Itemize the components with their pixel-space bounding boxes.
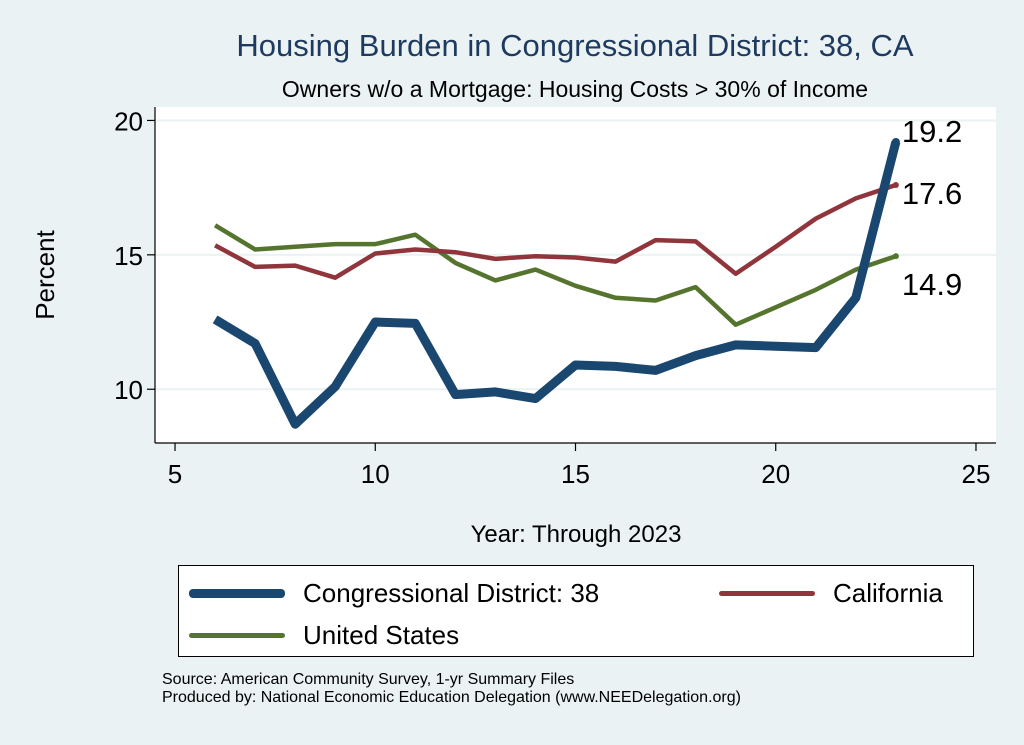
produced-by-note: Produced by: National Economic Education… xyxy=(162,689,741,706)
legend-swatch-national xyxy=(189,633,285,638)
y-tick-label-20: 20 xyxy=(114,106,143,136)
end-label-united-states: 14.9 xyxy=(902,267,962,302)
x-tick-label-25: 25 xyxy=(962,459,991,489)
x-axis-title: Year: Through 2023 xyxy=(471,521,682,548)
plot-area xyxy=(155,107,996,443)
series-end-point-united-states xyxy=(892,253,899,260)
legend-item-district: Congressional District: 38 xyxy=(189,578,599,609)
legend-swatch-state xyxy=(719,591,815,596)
x-tick-label-20: 20 xyxy=(761,459,790,489)
source-note: Source: American Community Survey, 1-yr … xyxy=(162,671,575,688)
series-line-california xyxy=(214,182,897,280)
chart-title: Housing Burden in Congressional District… xyxy=(236,28,914,63)
chart-subtitle: Owners w/o a Mortgage: Housing Costs > 3… xyxy=(281,76,869,102)
footer: Source: American Community Survey, 1-yr … xyxy=(162,671,741,707)
legend-item-state: California xyxy=(719,578,943,609)
series-line-united-states xyxy=(213,223,897,327)
series-end-point-california xyxy=(892,181,899,188)
legend-label-national: United States xyxy=(303,620,460,650)
legend-swatch-district xyxy=(189,589,285,598)
legend: Congressional District: 38 California Un… xyxy=(178,565,974,657)
line-chart: 10 15 20 5 10 15 20 25 Year: Through 2023 Percent… xyxy=(30,106,996,548)
x-tick-label-10: 10 xyxy=(361,459,390,489)
end-label-district: 19.2 xyxy=(902,114,962,149)
legend-label-state: California xyxy=(833,578,943,608)
legend-label-district: Congressional District: 38 xyxy=(303,578,600,608)
end-label-california: 17.6 xyxy=(902,176,962,211)
x-tick-label-15: 15 xyxy=(561,459,590,489)
y-axis-title: Percent xyxy=(30,229,60,319)
x-tick-label-5: 5 xyxy=(168,459,182,489)
series-line-district xyxy=(212,140,901,429)
y-tick-label-15: 15 xyxy=(114,241,143,271)
legend-item-national: United States xyxy=(189,620,459,651)
series-end-point-district xyxy=(891,137,900,146)
y-tick-label-10: 10 xyxy=(114,375,143,405)
